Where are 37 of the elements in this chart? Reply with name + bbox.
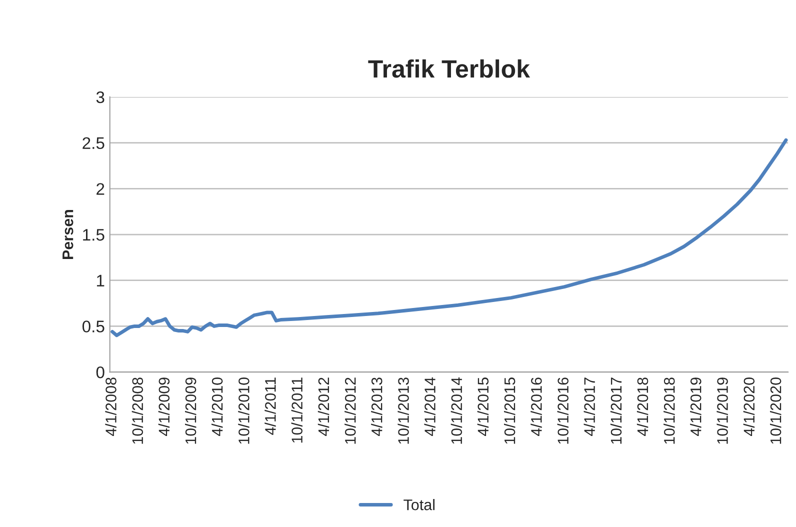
- x-tick-label: 10/1/2012: [344, 378, 356, 444]
- x-tick-label: 4/1/2019: [690, 378, 702, 436]
- x-tick-label: 4/1/2009: [158, 378, 170, 436]
- y-tick-label: 3: [96, 91, 104, 104]
- y-axis-title: Persen: [62, 210, 74, 259]
- x-tick-label: 4/1/2016: [530, 378, 542, 436]
- x-tick-label: 4/1/2020: [743, 378, 755, 436]
- x-tick-label: 10/1/2017: [610, 378, 622, 444]
- y-tick-label: 2.5: [82, 137, 104, 150]
- x-tick-label: 10/1/2019: [716, 378, 728, 444]
- x-tick-label: 4/1/2013: [371, 378, 382, 436]
- y-tick-label: 0.5: [82, 320, 104, 332]
- x-tick-label: 10/1/2013: [398, 378, 409, 444]
- x-tick-label: 4/1/2015: [477, 378, 489, 436]
- x-tick-label: 4/1/2008: [105, 378, 116, 436]
- legend-label: Total: [404, 499, 434, 510]
- x-tick-label: 4/1/2017: [584, 378, 595, 436]
- y-tick-label: 1.5: [83, 229, 104, 241]
- y-tick-label: 0: [96, 366, 104, 378]
- x-tick-label: 10/1/2020: [770, 378, 782, 444]
- x-tick-label: 10/1/2016: [557, 378, 569, 444]
- x-tick-label: 4/1/2011: [264, 378, 276, 435]
- y-tick-label: 2: [96, 183, 104, 195]
- y-tick-label: 1: [96, 274, 104, 286]
- x-tick-label: 4/1/2014: [424, 377, 436, 436]
- x-tick-label: 10/1/2018: [664, 378, 675, 444]
- line-series: [110, 138, 788, 338]
- x-tick-label: 10/1/2015: [504, 378, 516, 444]
- x-tick-label: 10/1/2014: [450, 377, 462, 444]
- x-tick-label: 4/1/2010: [211, 378, 223, 436]
- x-tick-label: 4/1/2018: [636, 378, 648, 436]
- x-tick-label: 10/1/2008: [132, 378, 144, 444]
- chart-title: Trafik Terblok: [368, 59, 530, 78]
- x-tick-label: 10/1/2011: [291, 378, 302, 443]
- x-tick-label: 10/1/2010: [238, 378, 250, 444]
- x-tick-label: 10/1/2009: [184, 378, 196, 444]
- x-tick-label: 4/1/2012: [318, 378, 330, 436]
